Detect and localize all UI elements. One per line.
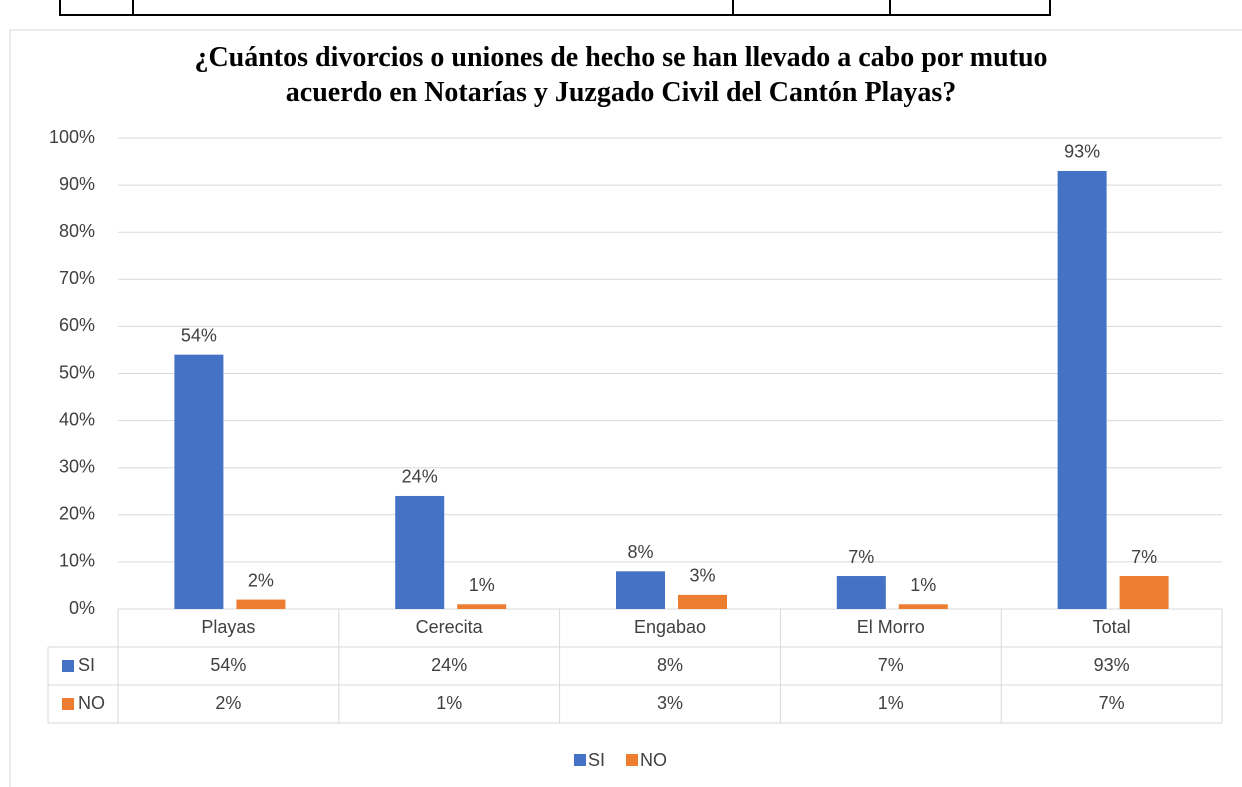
x-tick-label: Playas bbox=[201, 617, 255, 637]
bar bbox=[678, 594, 727, 609]
bar bbox=[898, 604, 948, 609]
x-tick-label: Engabao bbox=[634, 617, 706, 637]
data-label: 2% bbox=[248, 570, 274, 590]
data-label: 1% bbox=[469, 575, 495, 595]
table-cell: 7% bbox=[878, 655, 904, 675]
table-cell: 1% bbox=[878, 693, 904, 713]
y-tick-label: 10% bbox=[59, 551, 95, 571]
table-cell: 8% bbox=[657, 655, 683, 675]
y-tick-label: 50% bbox=[59, 362, 95, 382]
chart-title: ¿Cuántos divorcios o uniones de hecho se… bbox=[194, 42, 1048, 108]
legend-key bbox=[574, 754, 586, 766]
bar bbox=[174, 354, 224, 609]
y-tick-label: 20% bbox=[59, 504, 95, 524]
bar bbox=[616, 571, 665, 609]
data-label: 8% bbox=[627, 542, 653, 562]
data-label: 3% bbox=[689, 566, 715, 586]
legend-key bbox=[626, 754, 638, 766]
table-cell: 93% bbox=[1094, 655, 1130, 675]
y-tick-label: 100% bbox=[49, 127, 95, 147]
table-cell: 7% bbox=[1099, 693, 1125, 713]
y-tick-label: 60% bbox=[59, 315, 95, 335]
table-cell: 1% bbox=[436, 693, 462, 713]
y-tick-label: 0% bbox=[69, 598, 95, 618]
y-tick-label: 30% bbox=[59, 456, 95, 476]
table-cell: 2% bbox=[215, 693, 241, 713]
legend-label: NO bbox=[640, 750, 667, 770]
bar bbox=[836, 576, 886, 609]
table-cell: 54% bbox=[210, 655, 246, 675]
bar bbox=[457, 604, 507, 609]
data-label: 7% bbox=[848, 547, 874, 567]
legend-label: SI bbox=[588, 750, 605, 770]
data-label: 7% bbox=[1131, 547, 1157, 567]
x-tick-label: El Morro bbox=[857, 617, 925, 637]
y-tick-label: 90% bbox=[59, 174, 95, 194]
top-table-fragment bbox=[59, 0, 1051, 16]
table-cell: 24% bbox=[431, 655, 467, 675]
x-tick-label: Cerecita bbox=[416, 617, 484, 637]
chart-border bbox=[9, 29, 1242, 787]
bar bbox=[1119, 576, 1169, 609]
table-row-label: NO bbox=[78, 693, 105, 713]
data-label: 1% bbox=[910, 575, 936, 595]
data-label: 54% bbox=[181, 325, 217, 345]
y-tick-label: 80% bbox=[59, 221, 95, 241]
table-legend-key bbox=[62, 660, 74, 672]
y-tick-label: 70% bbox=[59, 268, 95, 288]
bar bbox=[395, 495, 445, 609]
bar bbox=[236, 599, 286, 609]
data-label: 93% bbox=[1064, 142, 1100, 162]
x-tick-label: Total bbox=[1093, 617, 1131, 637]
data-label: 24% bbox=[402, 467, 438, 487]
table-row-label: SI bbox=[78, 655, 95, 675]
y-tick-label: 40% bbox=[59, 409, 95, 429]
bar bbox=[1057, 170, 1107, 609]
table-cell: 3% bbox=[657, 693, 683, 713]
table-legend-key bbox=[62, 698, 74, 710]
